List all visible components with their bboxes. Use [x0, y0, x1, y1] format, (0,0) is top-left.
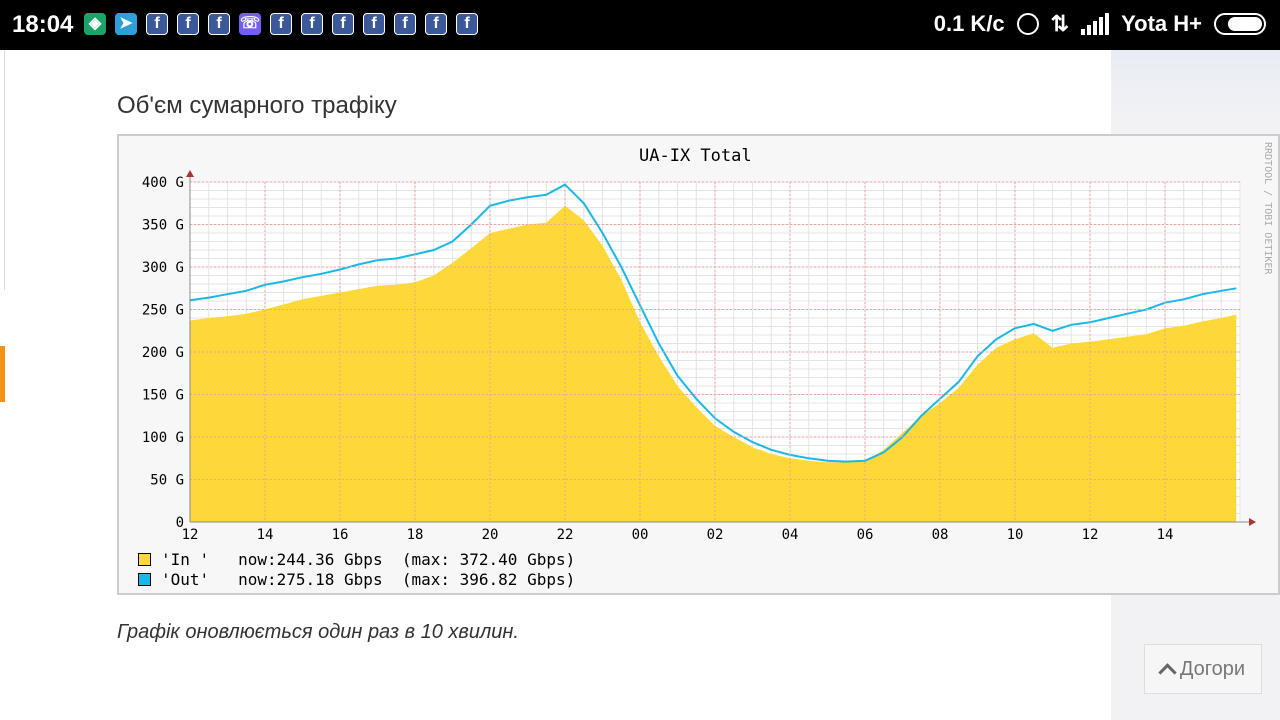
alarm-icon — [1016, 13, 1039, 35]
x-tick-label: 04 — [782, 527, 799, 543]
facebook-icon: f — [394, 13, 416, 35]
y-tick-label: 300 G — [142, 260, 184, 276]
facebook-icon: f — [208, 13, 230, 35]
signal-icon — [1081, 13, 1110, 35]
facebook-icon: f — [301, 13, 323, 35]
x-tick-label: 00 — [632, 527, 649, 543]
legend-item-out: 'Out' now:275.18 Gbps (max: 396.82 Gbps) — [138, 569, 575, 589]
x-tick-label: 14 — [1157, 527, 1174, 543]
chart-caption: Графік оновлюється один раз в 10 хвилин. — [117, 621, 519, 643]
x-axis-arrow — [1249, 518, 1256, 526]
x-tick-label: 10 — [1007, 527, 1024, 543]
carrier-name: Yota H+ — [1121, 11, 1202, 36]
status-right: 0.1 K/c ⇅ Yota H+ — [934, 11, 1266, 37]
x-tick-label: 12 — [1082, 527, 1099, 543]
legend-item-in: 'In ' now:244.36 Gbps (max: 372.40 Gbps) — [138, 549, 575, 569]
y-tick-label: 250 G — [142, 303, 184, 319]
network-speed: 0.1 K/c — [933, 11, 1005, 36]
x-tick-label: 16 — [332, 527, 349, 543]
x-tick-label: 12 — [182, 527, 199, 543]
series-in-area — [190, 205, 1237, 523]
x-tick-label: 14 — [257, 527, 274, 543]
legend-now-in: now:244.36 Gbps — [238, 549, 383, 569]
status-bar: 18:04 ◈ ➤ f f f ☏ f f f f f f f 0.1 K/c … — [0, 0, 1280, 50]
chart-legend: 'In ' now:244.36 Gbps (max: 372.40 Gbps)… — [138, 549, 575, 589]
y-tick-label: 50 G — [150, 473, 184, 489]
chart-title: UA-IX Total — [639, 146, 752, 166]
y-tick-label: 400 G — [142, 175, 184, 191]
telegram-icon: ➤ — [115, 13, 137, 35]
back-to-top-label: Догори — [1179, 657, 1246, 680]
y-tick-label: 100 G — [142, 430, 184, 446]
y-axis-arrow — [186, 170, 194, 177]
facebook-icon: f — [425, 13, 447, 35]
traffic-chart: UA-IX Total RRDTOOL / TOBI OETIKER 0 50 G… — [117, 134, 1280, 595]
section-title: Об'єм сумарного трафіку — [117, 92, 397, 119]
data-transfer-icon: ⇅ — [1050, 11, 1070, 36]
x-tick-label: 22 — [557, 527, 574, 543]
facebook-icon: f — [146, 13, 168, 35]
legend-swatch-out — [138, 572, 151, 586]
status-time: 18:04 — [12, 11, 74, 38]
legend-name-out: 'Out' — [161, 569, 210, 589]
x-tick-label: 20 — [482, 527, 499, 543]
x-tick-label: 08 — [932, 527, 949, 543]
x-tick-label: 06 — [857, 527, 874, 543]
y-tick-label: 200 G — [142, 345, 184, 361]
legend-max-out: (max: 396.82 Gbps) — [401, 569, 576, 589]
facebook-icon: f — [456, 13, 478, 35]
legend-now-out: now:275.18 Gbps — [238, 569, 383, 589]
back-to-top-button[interactable]: Догори — [1144, 644, 1262, 694]
x-tick-label: 18 — [407, 527, 424, 543]
notification-icons: ◈ ➤ f f f ☏ f f f f f f f — [84, 13, 478, 35]
y-tick-label: 150 G — [142, 388, 184, 404]
facebook-icon: f — [363, 13, 385, 35]
left-accent-tab[interactable] — [0, 346, 5, 402]
legend-name-in: 'In ' — [161, 549, 210, 569]
rrdtool-watermark: RRDTOOL / TOBI OETIKER — [1262, 142, 1273, 275]
facebook-icon: f — [177, 13, 199, 35]
y-tick-label: 0 — [176, 515, 184, 531]
legend-max-in: (max: 372.40 Gbps) — [401, 549, 576, 569]
facebook-icon: f — [270, 13, 292, 35]
facebook-icon: f — [332, 13, 354, 35]
legend-swatch-in — [138, 552, 151, 566]
left-border — [4, 50, 5, 290]
x-tick-label: 02 — [707, 527, 724, 543]
viber-icon: ☏ — [239, 13, 261, 35]
chevron-up-icon — [1158, 662, 1177, 682]
battery-icon — [1214, 13, 1266, 35]
y-tick-label: 350 G — [142, 218, 184, 234]
chart-plot: 0 50 G 100 G 150 G 200 G 250 G 300 G 350 G 400 G… — [142, 170, 1256, 543]
shield-icon: ◈ — [84, 13, 106, 35]
